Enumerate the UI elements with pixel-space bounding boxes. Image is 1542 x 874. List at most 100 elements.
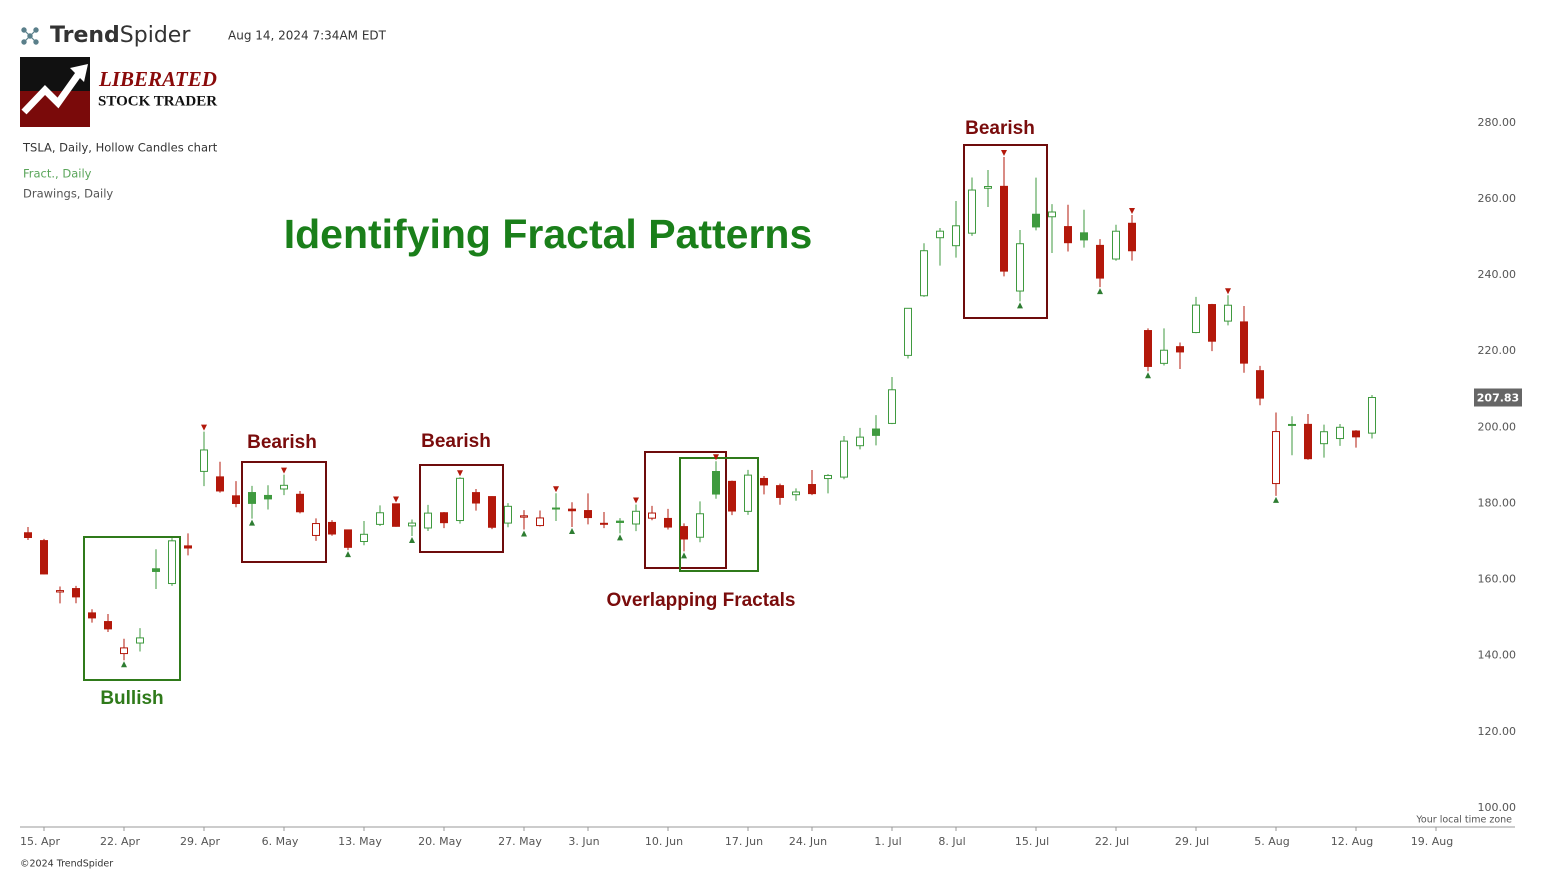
candle-body [40,540,48,575]
candle-body [1288,423,1296,426]
fractal-low [1017,302,1023,309]
candle-body [232,495,240,504]
candle-body [1336,426,1344,440]
candle-body [680,526,688,540]
candle-body [312,523,320,536]
timezone: Your local time zone [1415,815,1512,826]
y-tick-label: 180.00 [1478,496,1517,509]
fractal-high [201,424,207,431]
x-tick-label: 22. Jul [1095,835,1129,848]
candle-body [696,513,704,538]
fractal-low [521,530,527,537]
candle-body [408,522,416,527]
candle-body [1128,222,1136,252]
candle-body [760,477,768,486]
fractal-high [633,497,639,504]
candle-body [168,540,176,585]
legend-symbol: TSLA, Daily, Hollow Candles chart [22,141,218,155]
candle-body [1016,243,1024,292]
fractal-high [1129,208,1135,215]
x-tick-label: 3. Jun [568,835,599,848]
candle-body [360,533,368,543]
candle-body [440,512,448,524]
fractal-low [345,551,351,558]
candle-body [888,389,896,424]
candle-body [856,436,864,447]
candle-body [248,492,256,504]
candle-body [1064,226,1072,244]
x-tick-label: 6. May [262,835,299,848]
candle-body [392,503,400,527]
x-tick-label: 20. May [418,835,462,848]
candle-body [1256,370,1264,399]
last-price-label: 207.83 [1477,392,1519,405]
fractal-low [1097,288,1103,295]
x-tick-label: 10. Jun [645,835,683,848]
timestamp: Aug 14, 2024 7:34AM EDT [228,29,387,43]
candle-body [968,189,976,234]
candle-body [808,484,816,495]
candle-body [552,507,560,510]
fractal-high [393,496,399,503]
copyright: ©2024 TrendSpider [20,859,113,870]
candle-body [744,474,752,512]
fractal-low [121,661,127,668]
candle-body [792,491,800,496]
candle-body [472,492,480,504]
candle-body [504,505,512,524]
candle-body [1000,185,1008,272]
x-tick-label: 17. Jun [725,835,763,848]
y-tick-label: 240.00 [1478,268,1517,281]
candle-body [1352,430,1360,438]
fractal-high [713,454,719,461]
fractal-high [457,470,463,477]
x-tick-label: 8. Jul [938,835,965,848]
candle-body [632,510,640,525]
candle-body [280,484,288,490]
candle-body [584,510,592,519]
fractal-low [249,519,255,526]
candle-body [1304,423,1312,460]
candle-body [824,474,832,480]
candle-body [1112,230,1120,260]
logo-line1: LIBERATED [98,67,217,91]
candle-body [1160,349,1168,364]
candle-body [328,521,336,535]
candle-body [264,494,272,500]
y-tick-label: 220.00 [1478,344,1517,357]
x-tick-label: 1. Jul [874,835,901,848]
candle-body [104,621,112,630]
candle-body [1144,330,1152,367]
y-tick-label: 140.00 [1478,649,1517,662]
candle-body [1368,397,1376,434]
candle-body [1192,304,1200,334]
drawing-box [679,457,759,572]
candle-body [136,637,144,644]
brand-bold: Trend [50,23,120,48]
candle-body [296,493,304,513]
candle-body [1320,431,1328,445]
annotation: Bearish [965,118,1035,139]
candle-body [24,532,32,539]
candle-body [616,520,624,523]
fractal-high [281,467,287,474]
x-tick-label: 27. May [498,835,542,848]
x-tick-label: 15. Apr [20,835,60,848]
candle-body [152,568,160,572]
y-tick-label: 280.00 [1478,116,1517,129]
y-tick-label: 120.00 [1478,725,1517,738]
x-tick-label: 15. Jul [1015,835,1049,848]
y-tick-label: 200.00 [1478,420,1517,433]
fractal-low [1273,496,1279,503]
drawing-box [83,536,181,681]
candle-body [904,307,912,356]
y-tick-label: 100.00 [1478,801,1517,814]
candle-body [1176,346,1184,353]
drawing-box [963,144,1048,319]
candle-body [872,428,880,436]
candle-body [184,545,192,549]
x-tick-label: 12. Aug [1331,835,1373,848]
candle-body [840,440,848,478]
candle-body [520,515,528,518]
